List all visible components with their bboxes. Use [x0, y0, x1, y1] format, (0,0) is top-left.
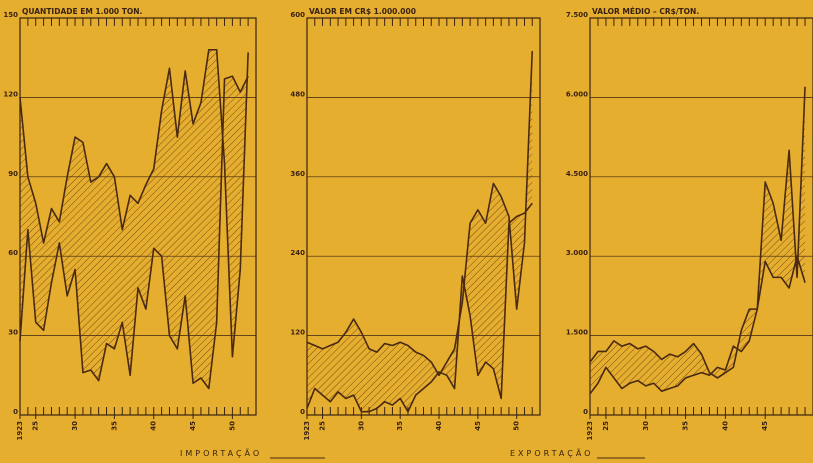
x-tick-label: 35 [396, 421, 404, 431]
legend-label: EXPORTAÇÃO [510, 448, 593, 458]
y-tick-label: 600 [290, 11, 305, 19]
hatch-area [307, 51, 533, 412]
x-tick-label: 40 [721, 421, 729, 431]
y-tick-label: 120 [290, 329, 305, 337]
hatch-area [590, 86, 806, 394]
x-tick-label: 40 [435, 421, 443, 431]
y-tick-label: 30 [8, 329, 18, 337]
x-tick-label: 25 [602, 421, 610, 431]
y-tick-label: 1.500 [566, 329, 588, 337]
y-tick-label: 150 [3, 11, 18, 19]
y-tick-label: 0 [300, 408, 305, 416]
series-line [19, 75, 249, 390]
x-tick-label: 30 [642, 421, 650, 431]
series-line [306, 51, 534, 377]
y-tick-label: 7.500 [566, 11, 588, 19]
series-line [19, 48, 249, 358]
y-tick-label: 360 [290, 170, 305, 178]
x-tick-label: 25 [319, 421, 327, 431]
x-tick-label: 30 [357, 421, 365, 431]
y-tick-label: 60 [8, 249, 18, 257]
y-tick-label: 0 [13, 408, 18, 416]
y-tick-label: 240 [290, 249, 305, 257]
y-tick-label: 0 [583, 408, 588, 416]
x-tick-label: 1923 [303, 421, 311, 441]
chart-title: VALOR EM CR$ 1.000.000 [309, 7, 416, 16]
chart-title: VALOR MÉDIO – CR$/TON. [592, 7, 699, 16]
x-tick-label: 45 [474, 421, 482, 431]
x-tick-label: 45 [189, 421, 197, 431]
hatch-area [20, 49, 249, 389]
chart-title: QUANTIDADE EM 1.000 TON. [22, 7, 143, 16]
x-tick-label: 40 [150, 421, 158, 431]
y-tick-label: 90 [8, 170, 18, 178]
x-tick-label: 1923 [586, 421, 594, 441]
y-tick-label: 6.000 [566, 90, 588, 98]
y-tick-label: 3.000 [566, 249, 588, 257]
x-tick-label: 45 [761, 421, 769, 431]
x-tick-label: 50 [228, 421, 236, 431]
x-tick-label: 30 [71, 421, 79, 431]
x-tick-label: 35 [110, 421, 118, 431]
y-tick-label: 120 [3, 90, 18, 98]
y-tick-label: 4.500 [566, 170, 588, 178]
series-line [589, 86, 806, 379]
y-tick-label: 480 [290, 90, 305, 98]
legend-label: IMPORTAÇÃO [180, 448, 262, 458]
x-tick-label: 35 [682, 421, 690, 431]
x-tick-label: 1923 [16, 421, 24, 441]
x-tick-label: 50 [513, 421, 521, 431]
x-tick-label: 25 [32, 421, 40, 431]
series-line [589, 255, 806, 395]
series-line [306, 202, 533, 413]
